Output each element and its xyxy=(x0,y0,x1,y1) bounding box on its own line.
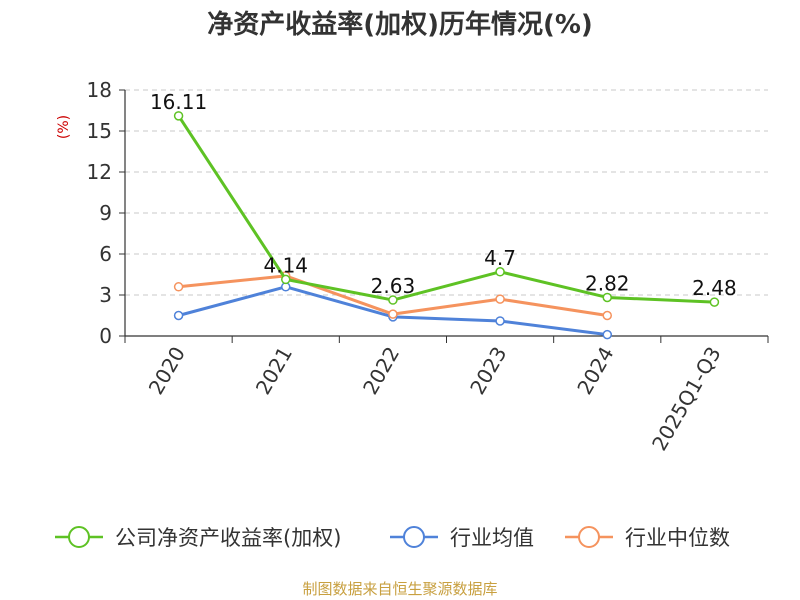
series-2-point xyxy=(388,309,398,319)
series-1-point xyxy=(173,310,184,321)
legend-marker-2 xyxy=(578,526,600,548)
series-0-point xyxy=(281,274,291,285)
series-layer xyxy=(173,111,720,340)
series-2-point xyxy=(602,310,612,321)
series-2-point xyxy=(495,294,505,304)
x-tick-label: 2020 xyxy=(144,343,190,399)
legend: 公司净资产收益率(加权) 行业均值 行业中位数 xyxy=(55,526,730,550)
series-1-point xyxy=(495,316,505,326)
y-tick-label: 9 xyxy=(99,201,112,225)
y-axis-unit-label: (%) xyxy=(56,115,72,139)
x-tick-label: 2021 xyxy=(251,343,297,399)
legend-marker-1 xyxy=(403,526,425,548)
data-label: 16.11 xyxy=(150,90,207,114)
series-0-point xyxy=(602,292,612,303)
y-tick-label: 15 xyxy=(87,119,112,143)
x-tick-label: 2022 xyxy=(358,343,404,399)
data-label: 2.63 xyxy=(371,274,416,298)
y-tick-label: 18 xyxy=(87,78,112,102)
data-label: 2.82 xyxy=(585,271,630,295)
legend-entry: 行业均值 xyxy=(450,526,534,550)
gridlines xyxy=(125,89,768,296)
y-tick-label: 6 xyxy=(99,242,112,266)
data-labels: 16.11 4.14 2.63 4.7 2.82 2.48 xyxy=(150,90,737,300)
series-0-point xyxy=(173,111,184,121)
source-note: 制图数据来自恒生聚源数据库 xyxy=(302,580,497,598)
data-label: 2.48 xyxy=(692,276,737,300)
data-label: 4.14 xyxy=(263,253,308,277)
series-1-point xyxy=(602,329,612,340)
x-tick-label: 2023 xyxy=(465,343,511,399)
series-0-point xyxy=(495,267,505,277)
data-label: 4.7 xyxy=(484,246,516,270)
series-2-point xyxy=(173,282,184,292)
y-tick-label: 0 xyxy=(99,324,112,348)
x-tick-label: 2025Q1-Q3 xyxy=(647,343,726,455)
series-0-point xyxy=(388,295,398,305)
series-0-point xyxy=(709,297,720,307)
y-tick-label: 12 xyxy=(87,160,112,184)
y-tick-label: 3 xyxy=(99,283,112,307)
legend-entry: 公司净资产收益率(加权) xyxy=(115,526,341,550)
legend-marker-0 xyxy=(68,526,90,548)
x-tick-label: 2024 xyxy=(572,343,618,399)
chart-title: 净资产收益率(加权)历年情况(%) xyxy=(207,9,593,40)
series-line-0 xyxy=(177,115,715,304)
axes: 0 3 6 9 12 15 18 2020 2021 2022 2023 2024 2025Q1-Q3 xyxy=(87,78,769,455)
legend-entry: 行业中位数 xyxy=(625,526,730,550)
